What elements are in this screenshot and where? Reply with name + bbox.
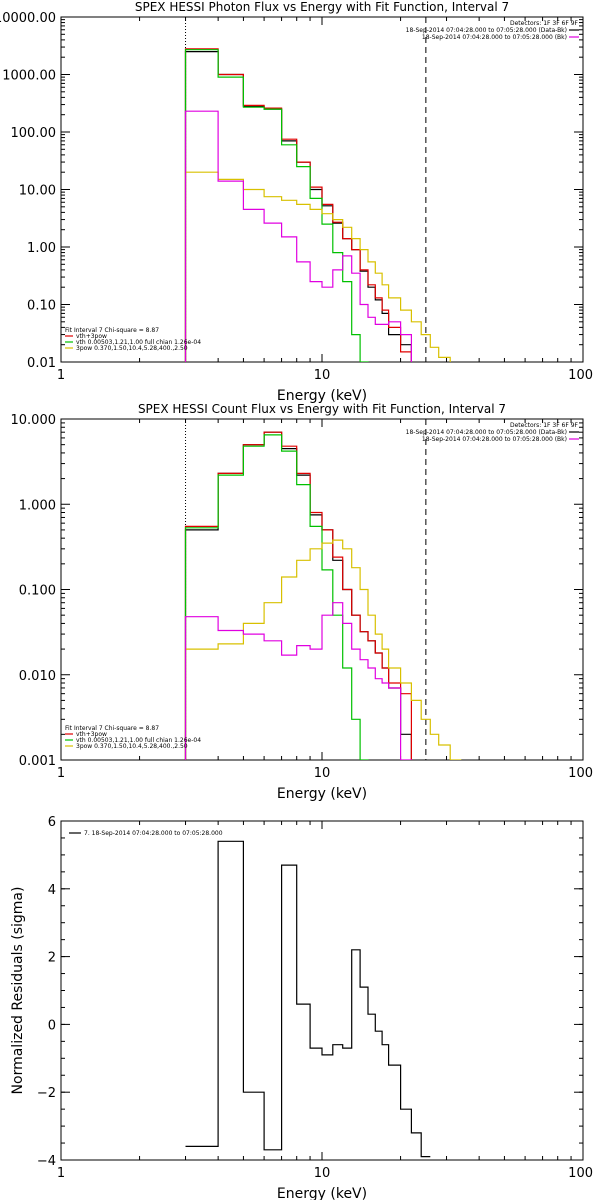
series-bk (184, 602, 412, 760)
y-tick-label: 0 (48, 1018, 56, 1033)
legend-entry: 7. 18-Sep-2014 07:04:28.000 to 07:05:28.… (84, 830, 223, 837)
y-tick-label: 10.000 (11, 413, 57, 428)
series-residuals (185, 840, 431, 1158)
legend-entry: Fit Interval 7 Chi-square = 8.87 (65, 725, 159, 732)
x-tick-label: 1 (57, 766, 65, 781)
legend-entry: Fit Interval 7 Chi-square = 8.87 (65, 327, 159, 334)
plot-frame (60, 418, 584, 761)
legend-entry: 3pow 0.370,1.50,10.4,5.28,400.,2.50 (76, 743, 188, 750)
y-tick-label: 6 (48, 815, 56, 830)
y-tick-label: −4 (37, 1154, 56, 1169)
legend-entry: Detectors: 1F 3F 6F 9F (510, 20, 579, 27)
legend-entry: vth 0.00503,1.21,1.00 full chian 1.26e-0… (76, 737, 201, 744)
series-3pow (184, 539, 462, 760)
chart-title: SPEX HESSI Count Flux vs Energy with Fit… (138, 402, 506, 416)
x-tick-label: 10 (314, 766, 331, 781)
y-tick-label: 0.10 (27, 299, 56, 314)
legend-entry: 3pow 0.370,1.50,10.4,5.28,400.,2.50 (76, 345, 188, 352)
x-axis-label: Energy (keV) (277, 388, 367, 404)
series-group (184, 48, 451, 362)
x-tick-label: 100 (568, 1166, 593, 1181)
legend-entry: 18-Sep-2014 07:04:28.000 to 07:05:28.000… (406, 429, 567, 436)
y-tick-label: 10000.00 (0, 11, 56, 26)
series-vth-3pow (184, 431, 412, 760)
x-tick-label: 10 (314, 368, 331, 383)
y-axis: 0.001 0.010 0.100 1.000 10.000 (11, 413, 583, 769)
legend-entry: 18-Sep-2014 07:04:28.000 to 07:05:28.000… (422, 34, 567, 41)
series-bk (184, 110, 412, 362)
series-data-bk (184, 51, 412, 362)
x-axis: 1 10 100 Energy (keV) (57, 419, 593, 802)
legend-entry: 18-Sep-2014 07:04:28.000 to 07:05:28.000… (422, 436, 567, 443)
series-group (184, 431, 462, 760)
y-tick-label: −2 (37, 1086, 56, 1101)
x-tick-label: 100 (568, 368, 593, 383)
y-tick-label: 100.00 (11, 126, 57, 141)
y-axis-label: Normalized Residuals (sigma) (10, 887, 26, 1095)
legend-entry: 18-Sep-2014 07:04:28.000 to 07:05:28.000… (406, 27, 567, 34)
chart-title: SPEX HESSI Photon Flux vs Energy with Fi… (135, 0, 509, 14)
x-axis: 1 10 100 Energy (keV) (57, 821, 593, 1200)
legend-bottom-left: Fit Interval 7 Chi-square = 8.87vth+3pow… (65, 327, 201, 352)
y-axis: −4 −2 0 2 4 6 Normalized Residuals (sigma) (10, 815, 583, 1169)
legend-entry: vth+3pow (76, 333, 107, 340)
x-tick-label: 1 (57, 368, 65, 383)
chart-panel-1: SPEX HESSI Photon Flux vs Energy with Fi… (0, 0, 593, 404)
x-axis-label: Energy (keV) (277, 786, 367, 802)
series-vth (184, 434, 369, 760)
y-tick-label: 0.100 (19, 584, 56, 599)
series-group (185, 840, 431, 1158)
y-tick-label: 0.001 (19, 754, 56, 769)
y-tick-label: 2 (48, 951, 56, 966)
chart-panel-2: SPEX HESSI Count Flux vs Energy with Fit… (11, 402, 594, 802)
legend-top-left: 7. 18-Sep-2014 07:04:28.000 to 07:05:28.… (69, 830, 223, 837)
y-tick-label: 10.00 (19, 184, 56, 199)
y-tick-label: 1.00 (27, 241, 56, 256)
series-3pow (184, 171, 451, 362)
x-tick-label: 1 (57, 1166, 65, 1181)
series-vth-3pow (184, 48, 412, 362)
chart-panel-3: 1 10 100 Energy (keV) −4 −2 0 2 4 6 Normalized Res… (10, 815, 593, 1200)
y-tick-label: 0.01 (27, 356, 56, 371)
x-tick-label: 10 (314, 1166, 331, 1181)
x-tick-label: 100 (568, 766, 593, 781)
series-data-bk (184, 431, 412, 760)
series-vth (184, 49, 369, 362)
legend-entry: Detectors: 1F 3F 6F 9F (510, 422, 579, 429)
x-axis-label: Energy (keV) (277, 1186, 367, 1200)
y-axis: 0.01 0.10 1.00 10.00 100.00 1000.00 10000.00 (0, 11, 583, 371)
plot-frame (60, 820, 584, 1161)
y-tick-label: 4 (48, 883, 56, 898)
y-tick-label: 0.010 (19, 669, 56, 684)
legend-bottom-left: Fit Interval 7 Chi-square = 8.87vth+3pow… (65, 725, 201, 750)
legend-entry: vth+3pow (76, 731, 107, 738)
y-tick-label: 1000.00 (2, 69, 56, 84)
y-tick-label: 1.000 (19, 498, 56, 513)
x-axis: 1 10 100 Energy (keV) (57, 17, 593, 404)
legend-entry: vth 0.00503,1.21,1.00 full chian 1.26e-0… (76, 339, 201, 346)
